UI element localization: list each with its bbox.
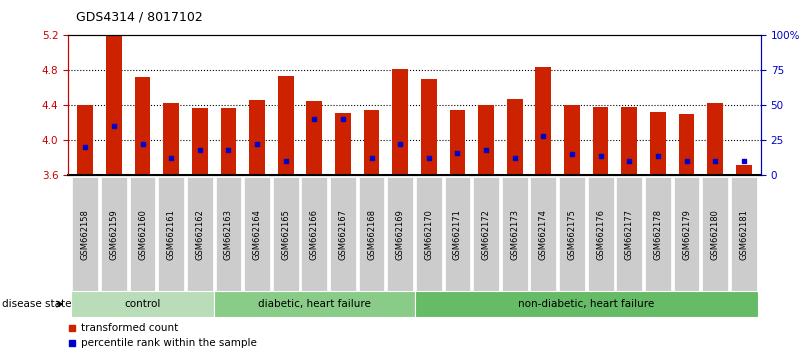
Text: GSM662174: GSM662174 [539, 209, 548, 260]
Bar [335, 113, 351, 175]
Bar [215, 177, 241, 292]
Bar [192, 108, 207, 175]
Text: transformed count: transformed count [81, 322, 178, 332]
Bar [707, 103, 723, 175]
Bar [593, 107, 609, 175]
Bar [559, 177, 585, 292]
Text: control: control [124, 299, 161, 309]
Bar [220, 108, 236, 175]
Text: disease state: disease state [2, 299, 71, 309]
Bar [101, 177, 127, 292]
Bar [72, 177, 99, 292]
Bar [130, 177, 155, 292]
Bar [106, 35, 122, 175]
Text: GSM662166: GSM662166 [310, 209, 319, 260]
Text: GSM662180: GSM662180 [710, 209, 719, 260]
Bar [187, 177, 213, 292]
Text: GSM662173: GSM662173 [510, 209, 519, 260]
Text: GSM662158: GSM662158 [81, 209, 90, 260]
Bar [588, 177, 614, 292]
Bar [449, 110, 465, 175]
Bar [478, 105, 494, 175]
Bar [731, 177, 757, 292]
Bar [502, 177, 528, 292]
Bar [622, 107, 637, 175]
Text: GSM662169: GSM662169 [396, 209, 405, 260]
Bar [244, 177, 270, 292]
Bar [415, 291, 758, 317]
Bar [159, 177, 184, 292]
Bar [330, 177, 356, 292]
Bar [650, 112, 666, 175]
Bar [421, 79, 437, 175]
Bar [307, 101, 322, 175]
Text: GSM662172: GSM662172 [481, 209, 490, 260]
Text: GSM662162: GSM662162 [195, 209, 204, 260]
Bar [702, 177, 728, 292]
Bar [678, 114, 694, 175]
Bar [359, 177, 384, 292]
Bar [645, 177, 670, 292]
Bar [78, 105, 93, 175]
Bar [71, 291, 214, 317]
Text: GSM662164: GSM662164 [252, 209, 262, 260]
Bar [163, 103, 179, 175]
Text: GSM662159: GSM662159 [110, 209, 119, 260]
Text: GSM662179: GSM662179 [682, 209, 691, 260]
Text: GSM662170: GSM662170 [425, 209, 433, 260]
Bar [564, 105, 580, 175]
Text: GSM662165: GSM662165 [281, 209, 290, 260]
Text: GSM662171: GSM662171 [453, 209, 462, 260]
Bar [135, 77, 151, 175]
Bar [616, 177, 642, 292]
Text: non-diabetic, heart failure: non-diabetic, heart failure [518, 299, 654, 309]
Text: GSM662176: GSM662176 [596, 209, 605, 260]
Bar [364, 110, 380, 175]
Text: diabetic, heart failure: diabetic, heart failure [258, 299, 371, 309]
Text: GSM662161: GSM662161 [167, 209, 175, 260]
Bar [392, 69, 408, 175]
Bar [301, 177, 327, 292]
Text: GSM662181: GSM662181 [739, 209, 748, 260]
Text: GSM662167: GSM662167 [339, 209, 348, 260]
Bar [249, 100, 265, 175]
Text: GSM662160: GSM662160 [138, 209, 147, 260]
Bar [278, 76, 293, 175]
Bar [536, 67, 551, 175]
Text: GDS4314 / 8017102: GDS4314 / 8017102 [76, 11, 203, 24]
Text: GSM662168: GSM662168 [367, 209, 376, 260]
Bar [388, 177, 413, 292]
Bar [416, 177, 441, 292]
Text: GSM662177: GSM662177 [625, 209, 634, 260]
Bar [674, 177, 699, 292]
Text: GSM662175: GSM662175 [567, 209, 577, 260]
Bar [473, 177, 499, 292]
Bar [736, 165, 751, 175]
Bar [214, 291, 415, 317]
Text: GSM662163: GSM662163 [224, 209, 233, 260]
Bar [530, 177, 556, 292]
Text: percentile rank within the sample: percentile rank within the sample [81, 338, 256, 348]
Bar [445, 177, 470, 292]
Text: GSM662178: GSM662178 [654, 209, 662, 260]
Bar [273, 177, 299, 292]
Bar [507, 99, 522, 175]
